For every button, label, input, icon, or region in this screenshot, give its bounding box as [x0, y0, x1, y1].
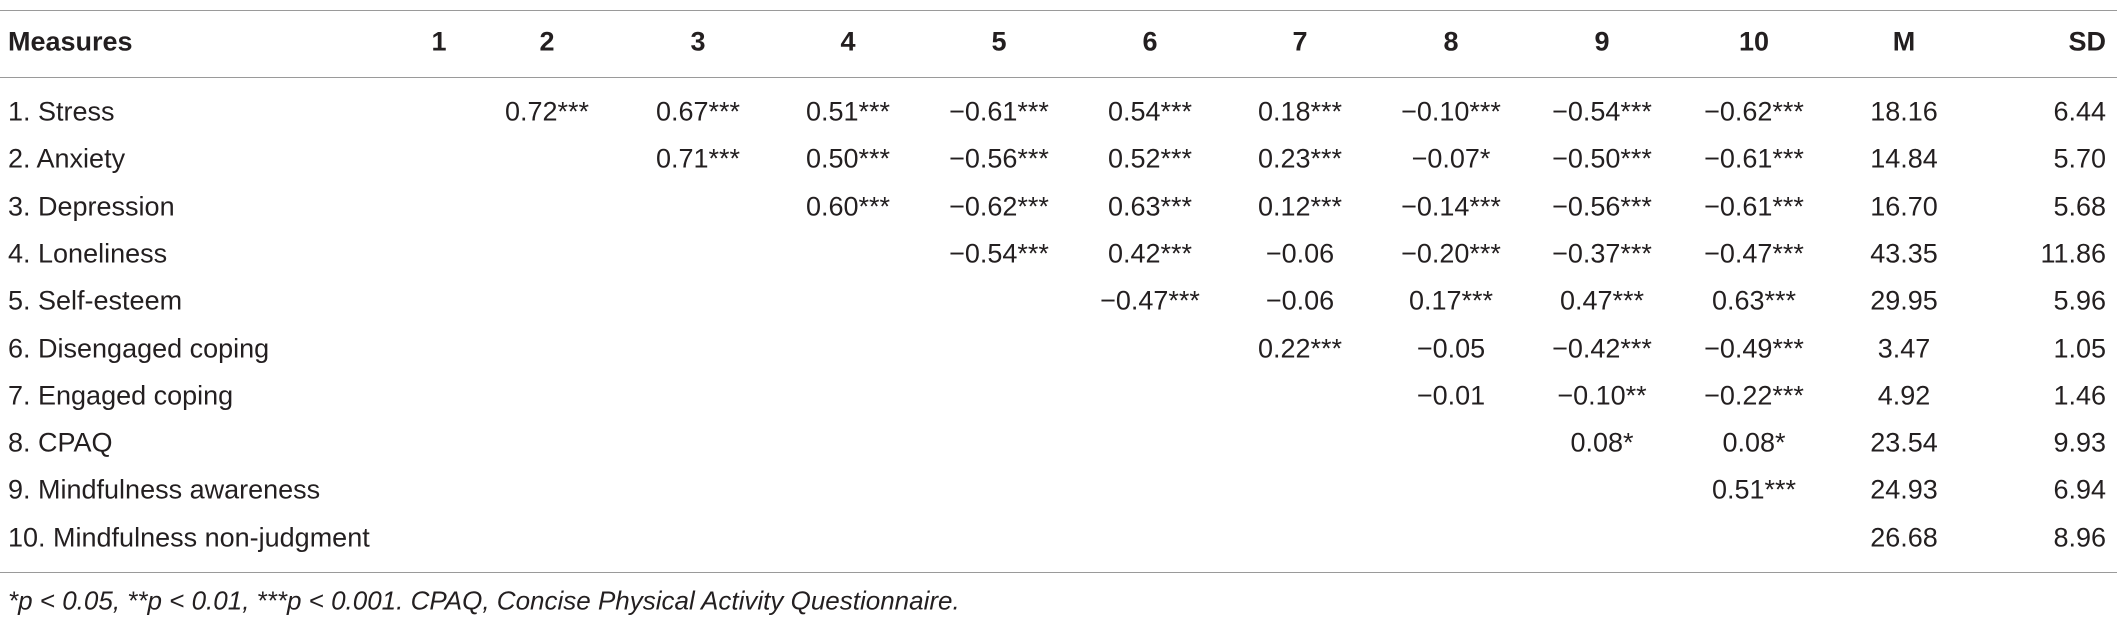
header-rule — [0, 77, 2117, 78]
table-cell: 6.94 — [2053, 474, 2106, 505]
column-header: 3 — [690, 26, 706, 57]
table-cell: 5.68 — [2053, 191, 2106, 222]
column-header: 10 — [1738, 26, 1770, 57]
row-label: 7. Engaged coping — [8, 380, 234, 411]
table-cell: −0.47*** — [1704, 238, 1804, 269]
table-cell: 0.60*** — [805, 191, 891, 222]
row-label: 10. Mindfulness non-judgment — [8, 522, 370, 553]
table-cell: 5.70 — [2053, 143, 2106, 174]
row-label: 3. Depression — [8, 191, 175, 222]
table-cell: 0.47*** — [1559, 285, 1645, 316]
table-cell: 9.93 — [2053, 427, 2106, 458]
table-cell: −0.61*** — [1704, 191, 1804, 222]
table-cell: 8.96 — [2053, 522, 2106, 553]
column-header: 1 — [431, 26, 447, 57]
table-cell: 1.46 — [2053, 380, 2106, 411]
table-cell: −0.61*** — [949, 96, 1049, 127]
table-cell: 0.54*** — [1107, 96, 1193, 127]
table-cell: −0.50*** — [1552, 143, 1652, 174]
row-label: 8. CPAQ — [8, 427, 113, 458]
table-cell: −0.61*** — [1704, 143, 1804, 174]
column-header: 4 — [840, 26, 856, 57]
table-cell: 0.42*** — [1107, 238, 1193, 269]
column-header: 6 — [1142, 26, 1158, 57]
table-cell: 43.35 — [1870, 238, 1938, 269]
table-cell: 1.05 — [2053, 333, 2106, 363]
table-cell: −0.62*** — [949, 191, 1049, 222]
table-cell: −0.14*** — [1401, 191, 1501, 222]
table-cell: −0.20*** — [1401, 238, 1501, 269]
table-cell: 0.71*** — [655, 143, 741, 174]
table-cell: −0.10** — [1557, 380, 1647, 411]
table-cell: −0.56*** — [949, 143, 1049, 174]
table-cell: 24.93 — [1870, 474, 1938, 505]
table-cell: 6.44 — [2053, 96, 2106, 127]
table-cell: 0.63*** — [1711, 285, 1797, 316]
table-cell: −0.07* — [1411, 143, 1491, 174]
column-header: 8 — [1443, 26, 1459, 57]
table-cell: −0.56*** — [1552, 191, 1652, 222]
column-header: 5 — [991, 26, 1007, 57]
table-cell: 0.72*** — [504, 96, 590, 127]
column-header: 2 — [539, 26, 555, 57]
table-cell: −0.47*** — [1100, 285, 1200, 316]
table-cell: −0.22*** — [1704, 380, 1804, 411]
table-cell: 0.63*** — [1107, 191, 1193, 222]
table-cell: 0.51*** — [1711, 474, 1797, 505]
table-cell: 0.23*** — [1257, 143, 1343, 174]
table-cell: −0.01 — [1416, 380, 1486, 411]
top-rule — [0, 10, 2117, 11]
table-cell: 0.22*** — [1257, 333, 1343, 363]
table-cell: 18.16 — [1870, 96, 1938, 127]
row-label: 6. Disengaged coping — [8, 333, 270, 363]
table-cell: 3.47 — [1877, 333, 1931, 363]
table-cell: −0.62*** — [1704, 96, 1804, 127]
table-cell: 26.68 — [1870, 522, 1938, 553]
column-header: M — [1892, 26, 1916, 57]
table-cell: 0.51*** — [805, 96, 891, 127]
table-cell: −0.06 — [1265, 238, 1335, 269]
table-cell: 0.52*** — [1107, 143, 1193, 174]
table-cell: 0.67*** — [655, 96, 741, 127]
row-label: 9. Mindfulness awareness — [8, 474, 321, 505]
table-cell: −0.42*** — [1552, 333, 1652, 363]
table-cell: −0.10*** — [1401, 96, 1501, 127]
table-cell: 11.86 — [2040, 238, 2106, 269]
table-cell: 0.08* — [1570, 427, 1634, 458]
table-cell: 0.17*** — [1408, 285, 1494, 316]
row-label: 1. Stress — [8, 96, 115, 127]
table-cell: 0.18*** — [1257, 96, 1343, 127]
table-cell: 0.12*** — [1257, 191, 1343, 222]
column-header: 9 — [1594, 26, 1610, 57]
column-header: 7 — [1292, 26, 1308, 57]
table-cell: 0.50*** — [805, 143, 891, 174]
row-label: 5. Self-esteem — [8, 285, 183, 316]
table-cell: 16.70 — [1870, 191, 1938, 222]
table-cell: −0.49*** — [1704, 333, 1804, 363]
row-label: 4. Loneliness — [8, 238, 168, 269]
row-label: 2. Anxiety — [8, 143, 126, 174]
table-cell: 29.95 — [1870, 285, 1938, 316]
column-header: SD — [2068, 26, 2106, 57]
bottom-rule — [0, 572, 2117, 573]
table-cell: 14.84 — [1870, 143, 1938, 174]
table-cell: 4.92 — [1877, 380, 1931, 411]
table-cell: 5.96 — [2053, 285, 2106, 316]
table-cell: −0.54*** — [949, 238, 1049, 269]
table-cell: −0.06 — [1265, 285, 1335, 316]
footnote: *p < 0.05, **p < 0.01, ***p < 0.001. CPA… — [8, 585, 960, 616]
table-cell: 0.08* — [1722, 427, 1786, 458]
column-header: Measures — [8, 26, 133, 57]
table-cell: −0.37*** — [1552, 238, 1652, 269]
table-cell: 23.54 — [1870, 427, 1938, 458]
table-cell: −0.54*** — [1552, 96, 1652, 127]
table-cell: −0.05 — [1416, 333, 1486, 363]
